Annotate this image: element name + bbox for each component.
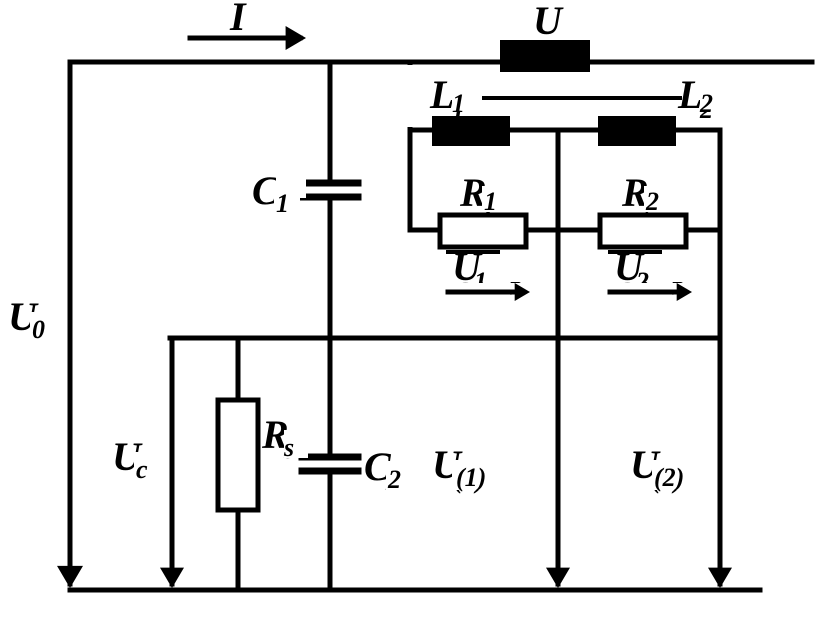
diagram-element — [546, 568, 570, 588]
diagram-element: L — [677, 72, 702, 117]
diagram-element — [406, 65, 414, 127]
diagram-element — [57, 566, 83, 588]
diagram-element: 2 — [387, 465, 401, 494]
diagram-element: (2) — [654, 463, 684, 492]
diagram-element: 1 — [452, 89, 465, 118]
diagram-element: I — [229, 0, 247, 39]
diagram-element — [708, 568, 732, 588]
diagram-element: U — [533, 0, 564, 43]
component-Rs — [218, 400, 258, 510]
diagram-element: L — [429, 72, 454, 117]
component-L1 — [432, 116, 510, 146]
component-L2 — [598, 116, 676, 146]
diagram-element: 2 — [699, 89, 713, 118]
diagram-element: s — [283, 433, 294, 462]
diagram-element: 1 — [276, 189, 289, 218]
diagram-element: 0 — [32, 315, 45, 344]
component-R2 — [600, 215, 686, 247]
label-I: I — [229, 0, 247, 39]
diagram-element: 2 — [645, 187, 659, 216]
component-U — [500, 40, 590, 72]
diagram-element: (1) — [456, 463, 486, 492]
diagram-element: 1 — [484, 187, 497, 216]
diagram-element: c — [136, 455, 148, 484]
diagram-element — [286, 26, 306, 50]
diagram-element — [160, 568, 184, 588]
label-U: U — [533, 0, 564, 43]
